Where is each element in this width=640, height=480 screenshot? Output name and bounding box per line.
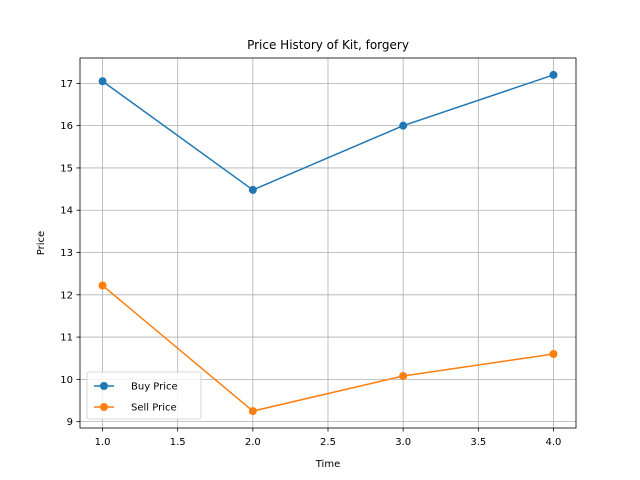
legend-marker	[100, 403, 108, 411]
series-layer	[98, 70, 558, 416]
y-axis: 9 10 11 12 13 14 15 16 17	[60, 79, 80, 428]
series-line	[102, 74, 554, 191]
legend-marker	[100, 382, 108, 390]
legend-item: Buy Price	[94, 382, 178, 393]
y-tick-label: 13	[60, 248, 73, 259]
y-tick-label: 12	[60, 290, 73, 301]
x-tick-label: 3.0	[395, 437, 411, 448]
y-tick-label: 15	[60, 163, 73, 174]
x-tick-label: 1.0	[95, 437, 111, 448]
y-tick-label: 11	[60, 333, 73, 344]
legend-label: Sell Price	[131, 403, 177, 414]
x-tick-label: 2.5	[320, 437, 336, 448]
data-point	[98, 77, 107, 86]
data-point	[399, 371, 408, 380]
series-line	[102, 284, 554, 412]
x-tick-label: 4.0	[546, 437, 562, 448]
data-point	[549, 350, 558, 358]
y-tick-label: 10	[60, 375, 73, 386]
x-tick-label: 1.5	[170, 437, 186, 448]
data-point	[98, 281, 107, 290]
x-tick-label: 2.0	[245, 437, 261, 448]
y-tick-label: 16	[60, 121, 73, 132]
x-axis-label: Time	[315, 459, 340, 470]
data-point	[248, 185, 257, 194]
legend-label: Buy Price	[131, 382, 178, 393]
data-point	[248, 407, 257, 416]
y-tick-label: 14	[60, 206, 73, 217]
chart-title: Price History of Kit, forgery	[247, 38, 409, 52]
x-tick-label: 3.5	[470, 437, 486, 448]
x-axis: 1.0 1.5 2.0 2.5 3.0 3.5 4.0	[95, 428, 562, 448]
legend-box	[86, 371, 202, 420]
y-axis-label: Price	[36, 231, 47, 255]
series-buy-price	[98, 70, 558, 194]
data-point	[549, 70, 558, 79]
legend: Buy Price Sell Price	[86, 371, 202, 420]
series-sell-price	[98, 281, 558, 416]
y-tick-label: 17	[60, 79, 73, 90]
data-point	[399, 121, 408, 130]
y-tick-label: 9	[67, 417, 73, 428]
legend-item: Sell Price	[94, 403, 177, 414]
